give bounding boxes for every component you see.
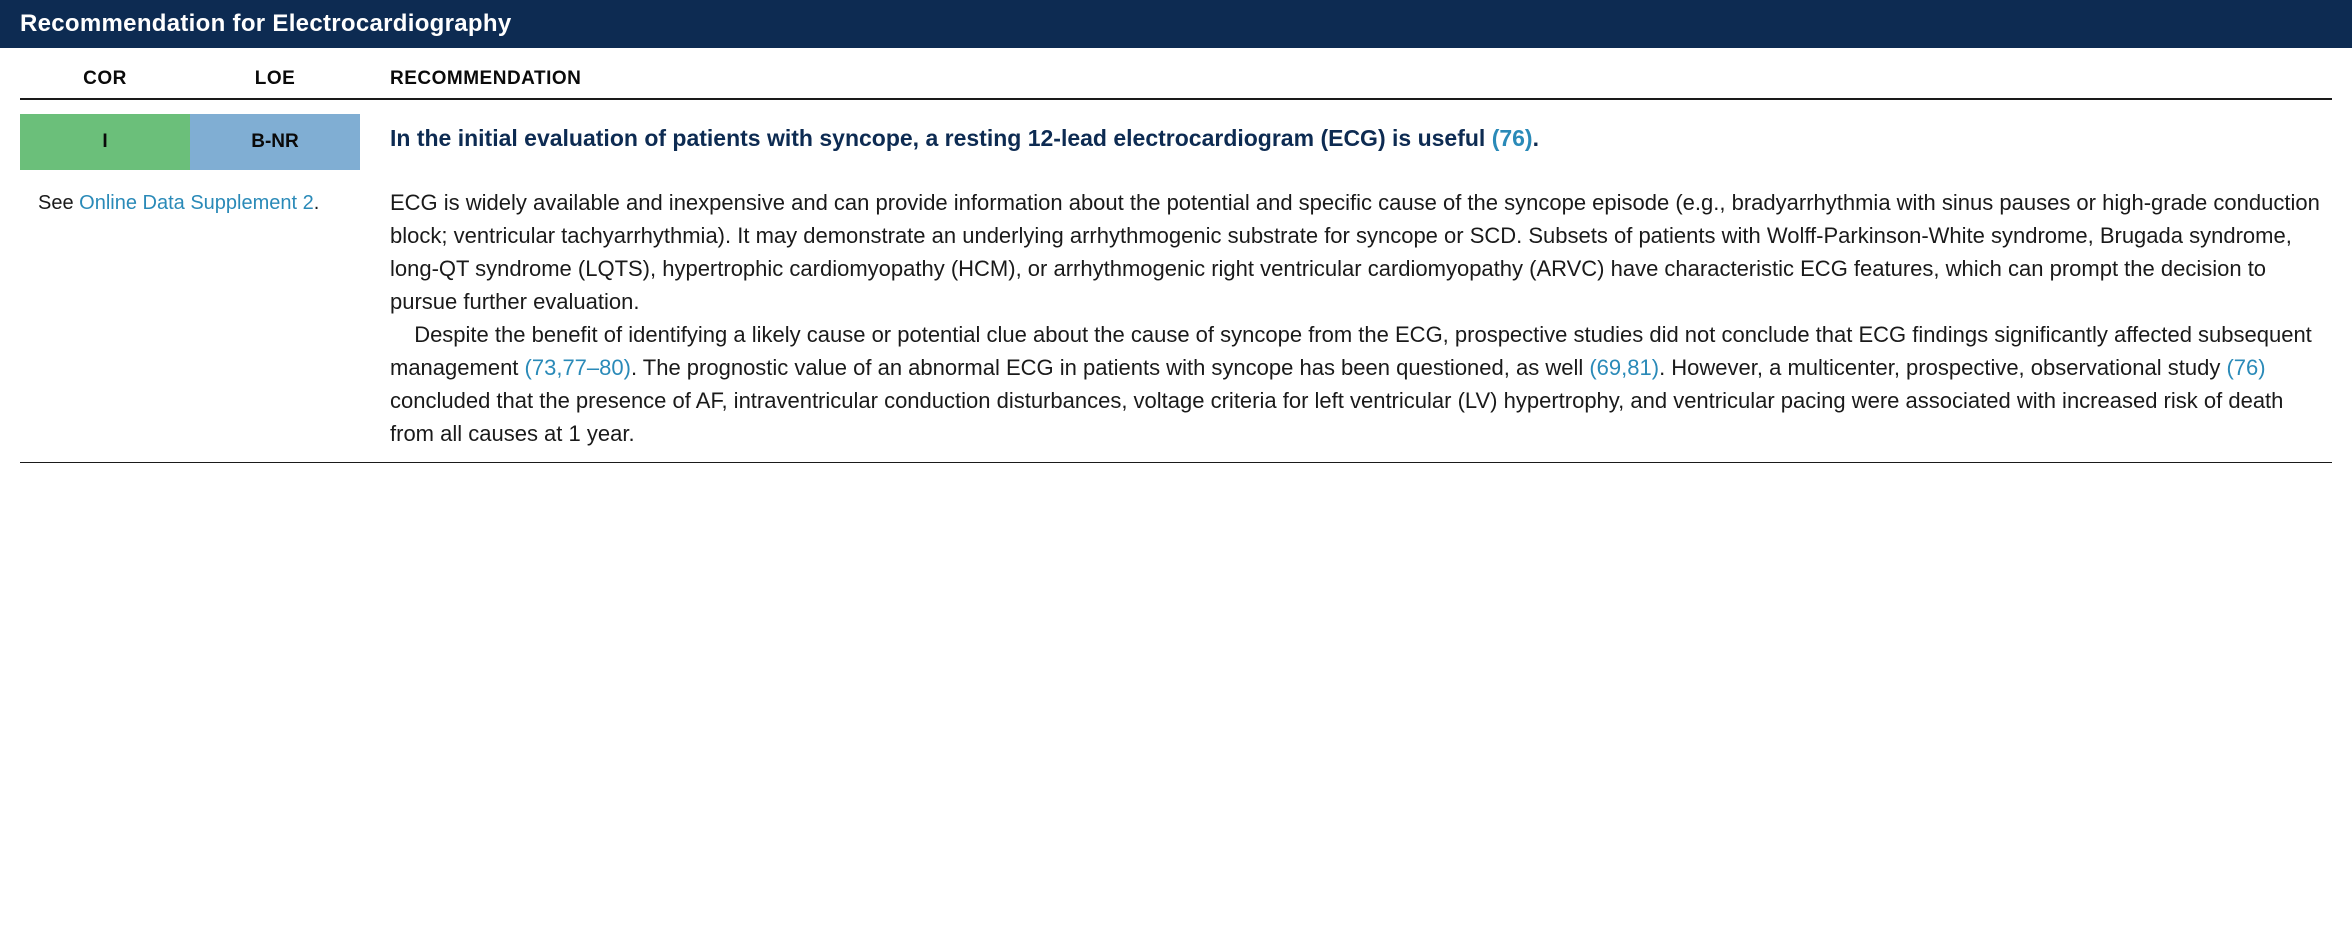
recommendation-panel: Recommendation for Electrocardiography C… xyxy=(0,0,2352,463)
headline-post: . xyxy=(1533,125,1539,151)
reference-link[interactable]: (73,77–80) xyxy=(525,355,631,380)
table-row: I B-NR See Online Data Supplement 2. In … xyxy=(20,114,2332,463)
header-cor: COR xyxy=(20,68,190,90)
reference-link[interactable]: (76) xyxy=(1492,125,1533,151)
para2c: . However, a multicenter, prospective, o… xyxy=(1659,355,2226,380)
panel-title: Recommendation for Electrocardiography xyxy=(0,0,2352,48)
recommendation-headline: In the initial evaluation of patients wi… xyxy=(390,122,2332,154)
para1: ECG is widely available and inexpensive … xyxy=(390,190,2320,314)
reference-link[interactable]: (76) xyxy=(2226,355,2265,380)
supplement-link[interactable]: Online Data Supplement 2 xyxy=(79,192,314,214)
supplement-suffix: . xyxy=(314,192,320,214)
cor-badge: I xyxy=(20,114,190,170)
para2b: . The prognostic value of an abnormal EC… xyxy=(631,355,1589,380)
supplement-note: See Online Data Supplement 2. xyxy=(20,170,360,215)
recommendation-body: In the initial evaluation of patients wi… xyxy=(360,114,2332,450)
supplement-prefix: See xyxy=(38,192,79,214)
loe-badge: B-NR xyxy=(190,114,360,170)
headline-text: In the initial evaluation of patients wi… xyxy=(390,125,1492,151)
reference-link[interactable]: (69,81) xyxy=(1589,355,1659,380)
para2d: concluded that the presence of AF, intra… xyxy=(390,388,2283,446)
badge-row: I B-NR xyxy=(20,114,360,170)
header-loe: LOE xyxy=(190,68,360,90)
left-column: I B-NR See Online Data Supplement 2. xyxy=(20,114,360,450)
recommendation-table: COR LOE RECOMMENDATION I B-NR See Online… xyxy=(0,48,2352,463)
recommendation-paragraphs: ECG is widely available and inexpensive … xyxy=(390,186,2332,450)
table-header-row: COR LOE RECOMMENDATION xyxy=(20,68,2332,100)
header-recommendation: RECOMMENDATION xyxy=(360,68,2332,90)
